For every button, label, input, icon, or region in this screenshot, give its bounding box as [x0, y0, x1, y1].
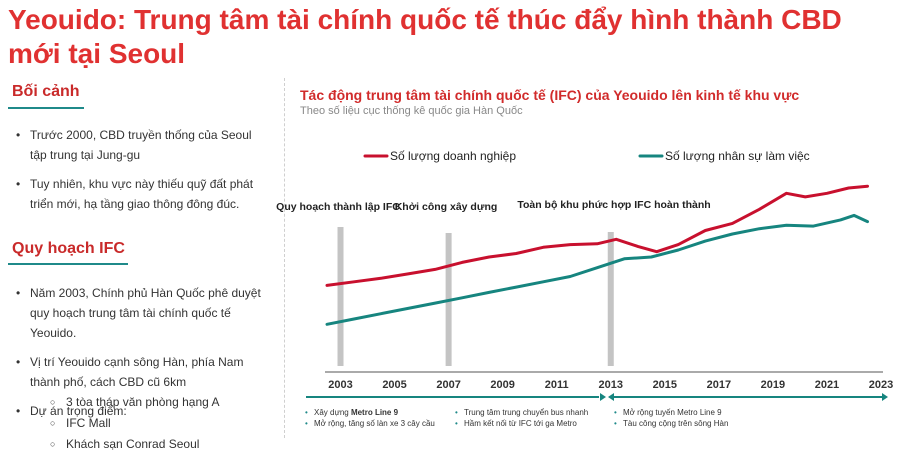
phase-2-notes: Trung tâm trung chuyển bus nhanh Hầm kết… [454, 407, 604, 429]
x-tick-2013: 2013 [599, 379, 623, 391]
series-line-1 [325, 184, 869, 287]
chart-title: Tác động trung tâm tài chính quốc tế (IF… [300, 87, 800, 103]
plan-bullets: Năm 2003, Chính phủ Hàn Quốc phê duyệt q… [16, 283, 271, 421]
phase-1-notes: Xây dựng Metro Line 9 Mở rộng, tăng số l… [304, 407, 452, 429]
legend-label-2: Số lượng nhân sự làm việc [665, 149, 810, 163]
phase-arrowhead-2 [882, 393, 888, 401]
project-item: 3 tòa tháp văn phòng hạng A [50, 392, 219, 413]
metro-line-9-text: Metro Line 9 [350, 408, 399, 417]
phase-2-item: Trung tâm trung chuyển bus nhanh [454, 407, 604, 418]
phase-3-notes: Mở rộng tuyến Metro Line 9 Tàu công cộng… [613, 407, 813, 429]
x-tick-2023: 2023 [869, 379, 893, 391]
series-line-2 [325, 213, 869, 326]
phase-3-item: Tàu công cộng trên sông Hàn [613, 418, 813, 429]
milestone-label-2003: Quy hoạch thành lập IFC [276, 201, 400, 213]
context-rule [8, 107, 84, 109]
legend-label-1: Số lượng doanh nghiệp [390, 149, 516, 163]
plan-bullet: Vị trí Yeouido cạnh sông Hàn, phía Nam t… [16, 352, 271, 392]
milestone-label-2007: Khởi công xây dựng [395, 201, 498, 213]
phase-arrowtail-2 [608, 393, 614, 401]
x-tick-2005: 2005 [382, 379, 406, 391]
page-title: Yeouido: Trung tâm tài chính quốc tế thú… [8, 4, 842, 69]
milestone-bar-2003 [337, 227, 344, 366]
x-tick-2019: 2019 [761, 379, 785, 391]
x-tick-2007: 2007 [436, 379, 460, 391]
x-tick-2017: 2017 [707, 379, 731, 391]
project-item: Khách sạn Conrad Seoul [50, 434, 219, 455]
context-bullet: Tuy nhiên, khu vực này thiếu quỹ đất phá… [16, 174, 271, 214]
plan-rule [8, 263, 128, 265]
phase-1-item: Mở rộng, tăng số làn xe 3 cây cầu [304, 418, 452, 429]
phase-arrowhead-1 [600, 393, 606, 401]
context-heading: Bối cảnh [12, 83, 80, 100]
project-list: 3 tòa tháp văn phòng hạng A IFC Mall Khá… [50, 392, 219, 455]
milestone-label-2013: Toàn bộ khu phức hợp IFC hoàn thành [517, 199, 710, 211]
plan-heading: Quy hoạch IFC [12, 240, 125, 257]
x-tick-2015: 2015 [653, 379, 677, 391]
x-tick-2011: 2011 [545, 379, 569, 391]
x-tick-2021: 2021 [815, 379, 839, 391]
phase-2-item: Hầm kết nối từ IFC tới ga Metro [454, 418, 604, 429]
project-item: IFC Mall [50, 413, 219, 434]
phase-3-item: Mở rộng tuyến Metro Line 9 [613, 407, 813, 418]
x-tick-2003: 2003 [328, 379, 352, 391]
context-bullet: Trước 2000, CBD truyền thống của Seoul t… [16, 125, 271, 165]
chart-subtitle: Theo số liệu cục thống kê quốc gia Hàn Q… [300, 105, 523, 117]
phase-1-item-metro: Xây dựng Metro Line 9 [304, 407, 452, 418]
plan-bullet: Năm 2003, Chính phủ Hàn Quốc phê duyệt q… [16, 283, 271, 343]
x-tick-2009: 2009 [490, 379, 514, 391]
column-divider [284, 78, 285, 438]
milestone-bar-2013 [607, 232, 614, 366]
context-bullets: Trước 2000, CBD truyền thống của Seoul t… [16, 125, 271, 223]
